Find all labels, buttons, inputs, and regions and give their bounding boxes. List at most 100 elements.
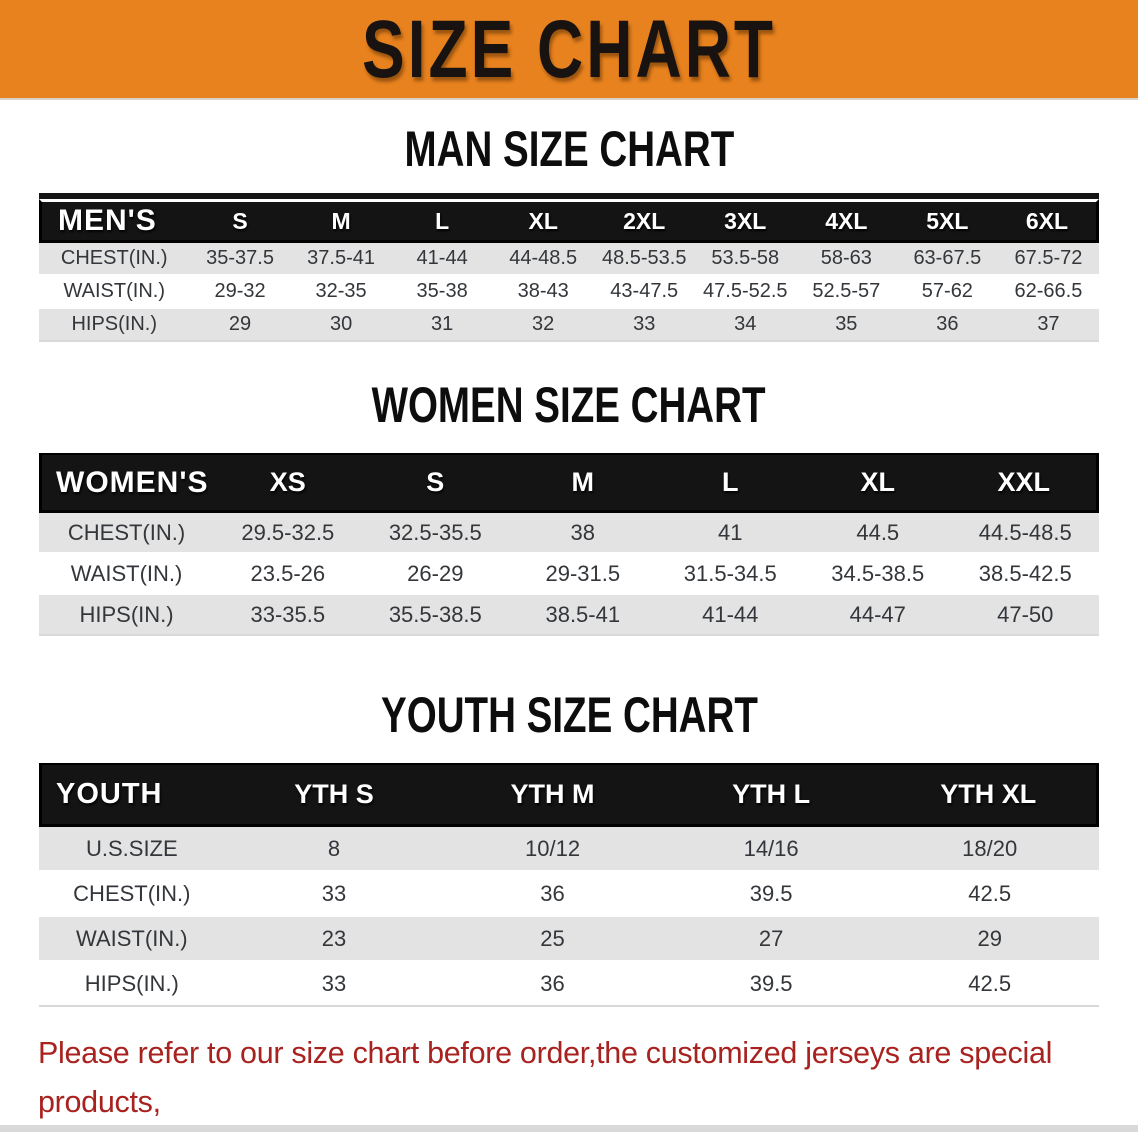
column-header: 5XL xyxy=(896,199,998,243)
size-value-cell: 29-31.5 xyxy=(509,554,657,595)
size-value-cell: 41-44 xyxy=(656,595,805,636)
column-header: YTH S xyxy=(224,763,444,827)
table-header-row: WOMEN'S XS S M L XL XXL xyxy=(39,453,1099,513)
column-header: YTH M xyxy=(443,763,662,827)
size-value-cell: 62-66.5 xyxy=(997,276,1099,309)
size-value-cell: 44-47 xyxy=(804,595,952,636)
size-value-cell: 36 xyxy=(443,872,662,917)
size-value-cell: 27 xyxy=(661,917,881,962)
size-value-cell: 38.5-42.5 xyxy=(951,554,1099,595)
size-value-cell: 36 xyxy=(896,309,998,342)
row-label: WAIST(IN.) xyxy=(39,917,225,962)
row-label: HIPS(IN.) xyxy=(39,962,225,1007)
size-value-cell: 42.5 xyxy=(880,962,1099,1007)
size-value-cell: 33 xyxy=(224,962,444,1007)
size-value-cell: 57-62 xyxy=(896,276,998,309)
size-value-cell: 47.5-52.5 xyxy=(694,276,796,309)
size-value-cell: 23.5-26 xyxy=(214,554,362,595)
row-label: HIPS(IN.) xyxy=(39,595,215,636)
size-value-cell: 41 xyxy=(656,513,805,554)
youth-section-title: YOUTH SIZE CHART xyxy=(380,686,758,743)
table-row: WAIST(IN.) 23 25 27 29 xyxy=(39,917,1099,962)
size-value-cell: 35.5-38.5 xyxy=(361,595,510,636)
table-row: HIPS(IN.) 29 30 31 32 33 34 35 36 37 xyxy=(39,309,1099,342)
size-value-cell: 67.5-72 xyxy=(997,243,1099,276)
column-header: 4XL xyxy=(795,199,897,243)
table-title-cell: WOMEN'S xyxy=(39,453,215,513)
size-value-cell: 29-32 xyxy=(189,276,291,309)
size-value-cell: 44.5-48.5 xyxy=(951,513,1099,554)
size-value-cell: 44.5 xyxy=(804,513,952,554)
size-value-cell: 43-47.5 xyxy=(593,276,695,309)
size-value-cell: 29 xyxy=(189,309,291,342)
column-header: S xyxy=(189,199,291,243)
size-value-cell: 23 xyxy=(224,917,444,962)
size-value-cell: 8 xyxy=(224,827,444,872)
table-row: CHEST(IN.) 33 36 39.5 42.5 xyxy=(39,872,1099,917)
column-header: 6XL xyxy=(997,199,1099,243)
column-header: XL xyxy=(492,199,594,243)
table-title-cell: YOUTH xyxy=(39,763,225,827)
size-value-cell: 48.5-53.5 xyxy=(593,243,695,276)
size-value-cell: 35-38 xyxy=(391,276,493,309)
size-value-cell: 35 xyxy=(795,309,897,342)
size-value-cell: 32 xyxy=(492,309,594,342)
size-value-cell: 29.5-32.5 xyxy=(214,513,362,554)
row-label: CHEST(IN.) xyxy=(39,513,215,554)
bottom-edge-strip xyxy=(0,1125,1138,1132)
row-label: HIPS(IN.) xyxy=(39,309,190,342)
column-header: 3XL xyxy=(694,199,796,243)
table-row: U.S.SIZE 8 10/12 14/16 18/20 xyxy=(39,827,1099,872)
size-value-cell: 58-63 xyxy=(795,243,897,276)
size-value-cell: 39.5 xyxy=(661,962,881,1007)
column-header: M xyxy=(290,199,392,243)
table-row: CHEST(IN.) 35-37.5 37.5-41 41-44 44-48.5 48.5… xyxy=(39,243,1099,276)
row-label: WAIST(IN.) xyxy=(39,554,215,595)
size-value-cell: 42.5 xyxy=(880,872,1099,917)
size-chart-banner: SIZE CHART xyxy=(0,0,1138,100)
size-value-cell: 34 xyxy=(694,309,796,342)
column-header: L xyxy=(391,199,493,243)
size-value-cell: 37 xyxy=(997,309,1099,342)
disclaimer-line-1: Please refer to our size chart before or… xyxy=(38,1036,1053,1119)
women-size-table: WOMEN'S XS S M L XL XXL CHEST(IN.) 29.5-32.5 32.5… xyxy=(39,453,1099,636)
size-value-cell: 35-37.5 xyxy=(189,243,291,276)
size-value-cell: 34.5-38.5 xyxy=(804,554,952,595)
column-header: XL xyxy=(804,453,952,513)
size-value-cell: 30 xyxy=(290,309,392,342)
section-women: WOMEN SIZE CHART WOMEN'S XS S M L XL XXL CHEST(… xyxy=(0,376,1138,636)
size-value-cell: 33-35.5 xyxy=(214,595,362,636)
size-value-cell: 44-48.5 xyxy=(492,243,594,276)
size-value-cell: 38-43 xyxy=(492,276,594,309)
size-value-cell: 52.5-57 xyxy=(795,276,897,309)
column-header: 2XL xyxy=(593,199,695,243)
size-value-cell: 32-35 xyxy=(290,276,392,309)
size-value-cell: 25 xyxy=(443,917,662,962)
size-value-cell: 18/20 xyxy=(880,827,1099,872)
row-label: CHEST(IN.) xyxy=(39,243,190,276)
column-header: S xyxy=(361,453,510,513)
women-section-title: WOMEN SIZE CHART xyxy=(372,376,766,433)
column-header: L xyxy=(656,453,805,513)
size-value-cell: 37.5-41 xyxy=(290,243,392,276)
disclaimer-text: Please refer to our size chart before or… xyxy=(38,1029,1118,1132)
row-label: CHEST(IN.) xyxy=(39,872,225,917)
size-value-cell: 41-44 xyxy=(391,243,493,276)
table-row: WAIST(IN.) 23.5-26 26-29 29-31.5 31.5-34.5 34… xyxy=(39,554,1099,595)
men-section-title: MAN SIZE CHART xyxy=(404,120,734,177)
banner-title: SIZE CHART xyxy=(362,2,776,96)
size-value-cell: 10/12 xyxy=(443,827,662,872)
size-value-cell: 53.5-58 xyxy=(694,243,796,276)
size-value-cell: 31 xyxy=(391,309,493,342)
size-value-cell: 31.5-34.5 xyxy=(656,554,805,595)
size-value-cell: 38.5-41 xyxy=(509,595,657,636)
section-youth: YOUTH SIZE CHART YOUTH YTH S YTH M YTH L YTH… xyxy=(0,686,1138,1007)
row-label: WAIST(IN.) xyxy=(39,276,190,309)
table-row: CHEST(IN.) 29.5-32.5 32.5-35.5 38 41 44.5 44.5… xyxy=(39,513,1099,554)
section-men: MAN SIZE CHART MEN'S S M L XL 2XL 3XL 4XL 5XL 6XL… xyxy=(0,120,1138,342)
size-value-cell: 36 xyxy=(443,962,662,1007)
youth-size-table: YOUTH YTH S YTH M YTH L YTH XL U.S.SIZE 8 10/12… xyxy=(39,763,1099,1007)
table-title-cell: MEN'S xyxy=(39,199,190,243)
size-value-cell: 32.5-35.5 xyxy=(361,513,510,554)
size-value-cell: 63-67.5 xyxy=(896,243,998,276)
